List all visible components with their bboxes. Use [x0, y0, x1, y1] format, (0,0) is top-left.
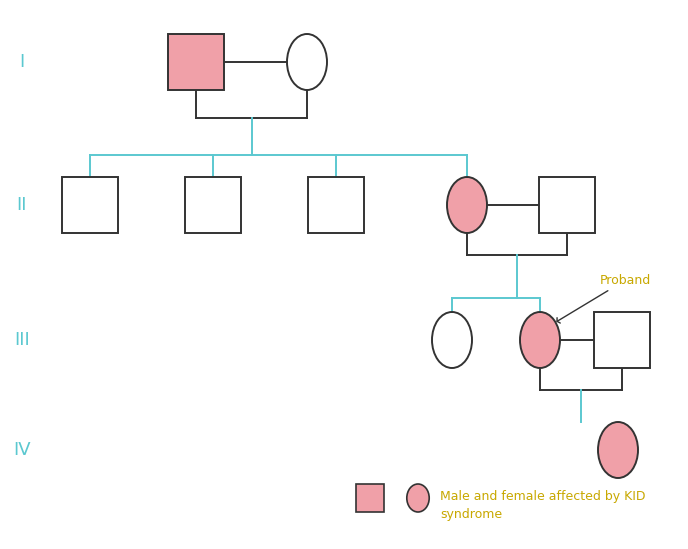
Text: II: II	[17, 196, 28, 214]
Ellipse shape	[432, 312, 472, 368]
Text: III: III	[14, 331, 30, 349]
Bar	[539, 177, 595, 233]
Ellipse shape	[520, 312, 560, 368]
Ellipse shape	[287, 34, 327, 90]
Bar	[594, 312, 650, 368]
Ellipse shape	[598, 422, 638, 478]
Bar	[308, 177, 364, 233]
Bar	[185, 177, 241, 233]
Text: I: I	[19, 53, 25, 71]
Text: IV: IV	[13, 441, 31, 459]
Text: Male and female affected by KID
syndrome: Male and female affected by KID syndrome	[440, 490, 645, 521]
Bar	[356, 484, 384, 512]
Bar	[62, 177, 118, 233]
Ellipse shape	[447, 177, 487, 233]
Bar	[168, 34, 224, 90]
Ellipse shape	[407, 484, 429, 512]
Text: Proband: Proband	[557, 273, 652, 323]
